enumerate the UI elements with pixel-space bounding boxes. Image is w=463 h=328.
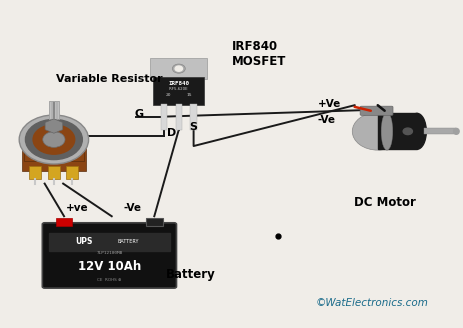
FancyBboxPatch shape [359,106,392,115]
FancyBboxPatch shape [42,223,176,288]
Bar [377,113,416,149]
Text: 12V 10Ah: 12V 10Ah [78,260,141,273]
Circle shape [172,64,185,73]
Ellipse shape [453,128,458,134]
Bar [150,58,207,79]
Bar [49,101,59,119]
Bar [21,148,86,171]
Bar [190,104,196,130]
Text: ©WatElectronics.com: ©WatElectronics.com [314,298,427,308]
Text: UPS: UPS [75,237,93,246]
Bar [49,233,169,251]
Text: 15: 15 [186,93,191,97]
Bar [146,218,162,226]
Ellipse shape [351,113,402,150]
Text: G: G [135,109,144,119]
Bar [153,77,204,105]
Circle shape [43,132,65,147]
Text: +ve: +ve [65,203,88,213]
Circle shape [19,115,88,164]
Bar [160,104,167,130]
Text: S: S [188,122,197,132]
Text: 20: 20 [165,93,171,97]
Text: -Ve: -Ve [123,203,141,213]
Text: CE  ROHS ⊕: CE ROHS ⊕ [97,278,121,282]
Circle shape [33,125,75,154]
Bar [66,166,78,179]
Bar [24,133,84,161]
Bar [48,166,60,179]
Text: D: D [167,128,176,138]
Bar [56,218,72,226]
Text: Battery: Battery [165,268,215,281]
Circle shape [175,66,182,71]
Polygon shape [45,119,63,133]
Text: IRF5-620E: IRF5-620E [169,87,188,91]
Text: IRF840
MOSFET: IRF840 MOSFET [232,40,286,68]
Ellipse shape [407,113,425,149]
Text: +Ve: +Ve [317,99,340,109]
Ellipse shape [381,113,392,150]
Text: -Ve: -Ve [317,115,335,125]
Text: Variable Resistor: Variable Resistor [56,74,163,84]
Bar [423,128,456,134]
Text: IRF840: IRF840 [168,81,189,87]
Circle shape [25,119,82,160]
Text: DC Motor: DC Motor [353,196,415,210]
Bar [29,166,41,179]
Circle shape [402,128,412,134]
Bar [175,104,181,130]
Text: BATTERY: BATTERY [117,239,138,244]
Text: 7LP12100MB: 7LP12100MB [96,251,122,255]
